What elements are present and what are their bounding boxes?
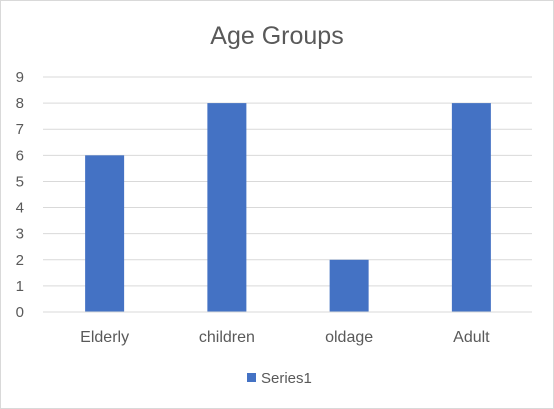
x-axis-labels: Elderly children oldage Adult: [80, 329, 490, 346]
y-tick-label: 3: [16, 226, 24, 243]
y-tick-label: 6: [16, 147, 24, 164]
legend: Series1: [247, 370, 312, 387]
gridlines: [43, 76, 532, 287]
y-tick-label: 9: [16, 69, 24, 86]
legend-label-series1: Series1: [261, 370, 312, 387]
y-tick-label: 5: [16, 173, 24, 190]
chart-title: Age Groups: [210, 22, 343, 50]
y-tick-label: 7: [16, 121, 24, 138]
y-tick-label: 1: [16, 278, 24, 295]
y-tick-label: 0: [16, 304, 24, 321]
bar-children: [207, 103, 247, 312]
bar-oldage: [329, 259, 369, 312]
y-tick-label: 2: [16, 252, 24, 269]
bars: [85, 103, 491, 312]
x-tick-label: children: [199, 329, 255, 346]
y-tick-label: 4: [16, 200, 24, 217]
x-tick-label: Elderly: [80, 329, 129, 346]
bar-elderly: [85, 155, 125, 312]
y-tick-label: 8: [16, 95, 24, 112]
x-tick-label: Adult: [453, 329, 490, 346]
x-tick-label: oldage: [325, 329, 373, 346]
legend-swatch-series1: [247, 373, 256, 382]
y-axis-ticks: 0 1 2 3 4 5 6 7 8 9: [16, 69, 24, 321]
bar-adult: [451, 103, 491, 312]
